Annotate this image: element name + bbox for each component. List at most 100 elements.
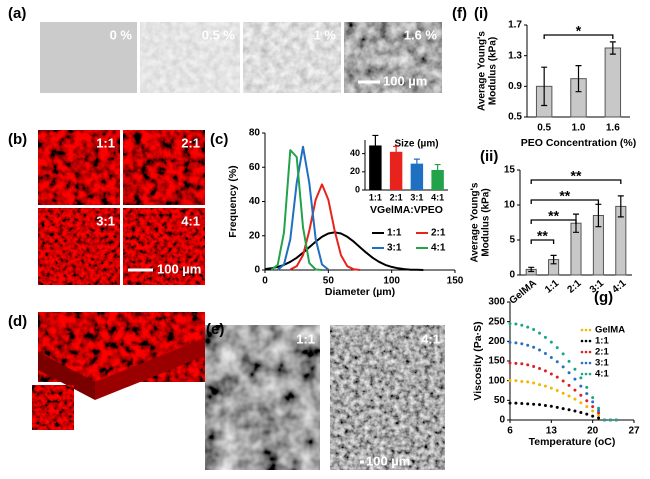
- y-tick-label: 20: [249, 230, 261, 241]
- y-tick-label: 20: [350, 166, 360, 176]
- y-tick-label: 200: [488, 336, 505, 347]
- y-axis-label: Viscosity (Pa·S): [472, 321, 484, 400]
- point: [591, 396, 595, 400]
- 3d-render: [38, 312, 205, 382]
- significance-label: **: [537, 228, 548, 244]
- bar: [389, 151, 403, 190]
- point: [549, 386, 553, 390]
- line-series: [270, 149, 323, 271]
- point: [561, 365, 565, 369]
- x-tick-label: 1:1: [543, 278, 561, 296]
- scale-label: 100 µm: [366, 453, 410, 468]
- legend-label: 2:1: [595, 347, 609, 358]
- point: [526, 343, 530, 347]
- significance-bracket: [530, 239, 555, 244]
- point: [549, 404, 553, 408]
- y-axis-label: Average Young's: [470, 182, 481, 262]
- point: [573, 397, 577, 401]
- y-axis-label: Modulus (kPa): [488, 37, 499, 105]
- point: [543, 335, 547, 339]
- point: [591, 414, 595, 418]
- point: [597, 406, 601, 410]
- significance-bracket: [543, 34, 614, 39]
- y-tick-label: 0: [499, 415, 505, 426]
- error-bar: [575, 65, 582, 93]
- point: [579, 393, 583, 397]
- x-tick-label: 1.6: [606, 123, 620, 134]
- y-tick-label: 0: [254, 265, 260, 276]
- point: [532, 345, 536, 349]
- bar: [604, 47, 622, 118]
- point: [585, 385, 589, 389]
- panel-label: (e): [206, 321, 224, 338]
- fluorescence-image: [38, 130, 120, 205]
- scale-label: 100 µm: [157, 261, 201, 276]
- y-tick-label: 10: [504, 200, 516, 211]
- point: [567, 408, 571, 412]
- point: [526, 380, 530, 384]
- panel-label: (d): [8, 313, 27, 330]
- point: [514, 401, 518, 405]
- significance-label: *: [576, 23, 582, 39]
- fluorescence-image: [123, 130, 205, 205]
- point: [520, 362, 524, 366]
- point: [585, 412, 589, 416]
- bar: [410, 163, 424, 190]
- point: [549, 340, 553, 344]
- point: [567, 394, 571, 398]
- point: [538, 331, 542, 335]
- micrograph: [243, 22, 341, 93]
- x-tick-label: 1:1: [369, 192, 382, 202]
- line-series: [264, 231, 424, 271]
- x-axis-label: Diameter (µm): [325, 286, 395, 298]
- legend-label: 2:1: [431, 228, 446, 239]
- point: [549, 372, 553, 376]
- legend-label: GelMA: [595, 325, 625, 336]
- y-axis-label: Modulus (kPa): [481, 188, 492, 256]
- point: [526, 325, 530, 329]
- error-bar: [372, 134, 379, 157]
- x-tick-label: 4:1: [431, 192, 444, 202]
- point: [573, 377, 577, 381]
- x-tick-label: 150: [447, 276, 464, 287]
- 3d-side: [38, 352, 95, 400]
- scale-label: 200 µm: [116, 412, 160, 427]
- point: [543, 384, 547, 388]
- legend-swatch: [588, 350, 592, 354]
- image-label: 0 %: [110, 27, 133, 42]
- line-series: [289, 183, 361, 271]
- legend-label: 3:1: [595, 358, 609, 369]
- y-tick-label: 150: [488, 356, 505, 367]
- error-bar: [528, 266, 535, 273]
- point: [561, 407, 565, 411]
- legend-swatch: [580, 339, 584, 343]
- point: [573, 367, 577, 371]
- error-bar: [393, 145, 400, 158]
- point: [526, 402, 530, 406]
- point: [555, 346, 559, 350]
- point: [543, 403, 547, 407]
- significance-label: **: [559, 188, 570, 204]
- point: [585, 405, 589, 409]
- image-label: 4:1: [181, 213, 200, 228]
- y-axis-label: Frequency (%): [227, 165, 239, 237]
- point: [597, 411, 601, 415]
- legend-swatch: [580, 350, 584, 354]
- legend-swatch: [584, 361, 588, 365]
- x-tick-label: 3:1: [410, 192, 423, 202]
- point: [591, 409, 595, 413]
- sub-label: (i): [474, 5, 488, 22]
- axis: [509, 302, 634, 421]
- y-tick-label: 0: [509, 270, 515, 281]
- point: [526, 363, 530, 367]
- point: [567, 383, 571, 387]
- point: [555, 375, 559, 379]
- point: [549, 355, 553, 359]
- sem-image: [330, 325, 445, 470]
- point: [614, 418, 618, 422]
- image-label: 0.5 %: [202, 27, 236, 42]
- point: [520, 401, 524, 405]
- bar: [369, 145, 382, 190]
- error-bar: [541, 66, 548, 107]
- point: [543, 369, 547, 373]
